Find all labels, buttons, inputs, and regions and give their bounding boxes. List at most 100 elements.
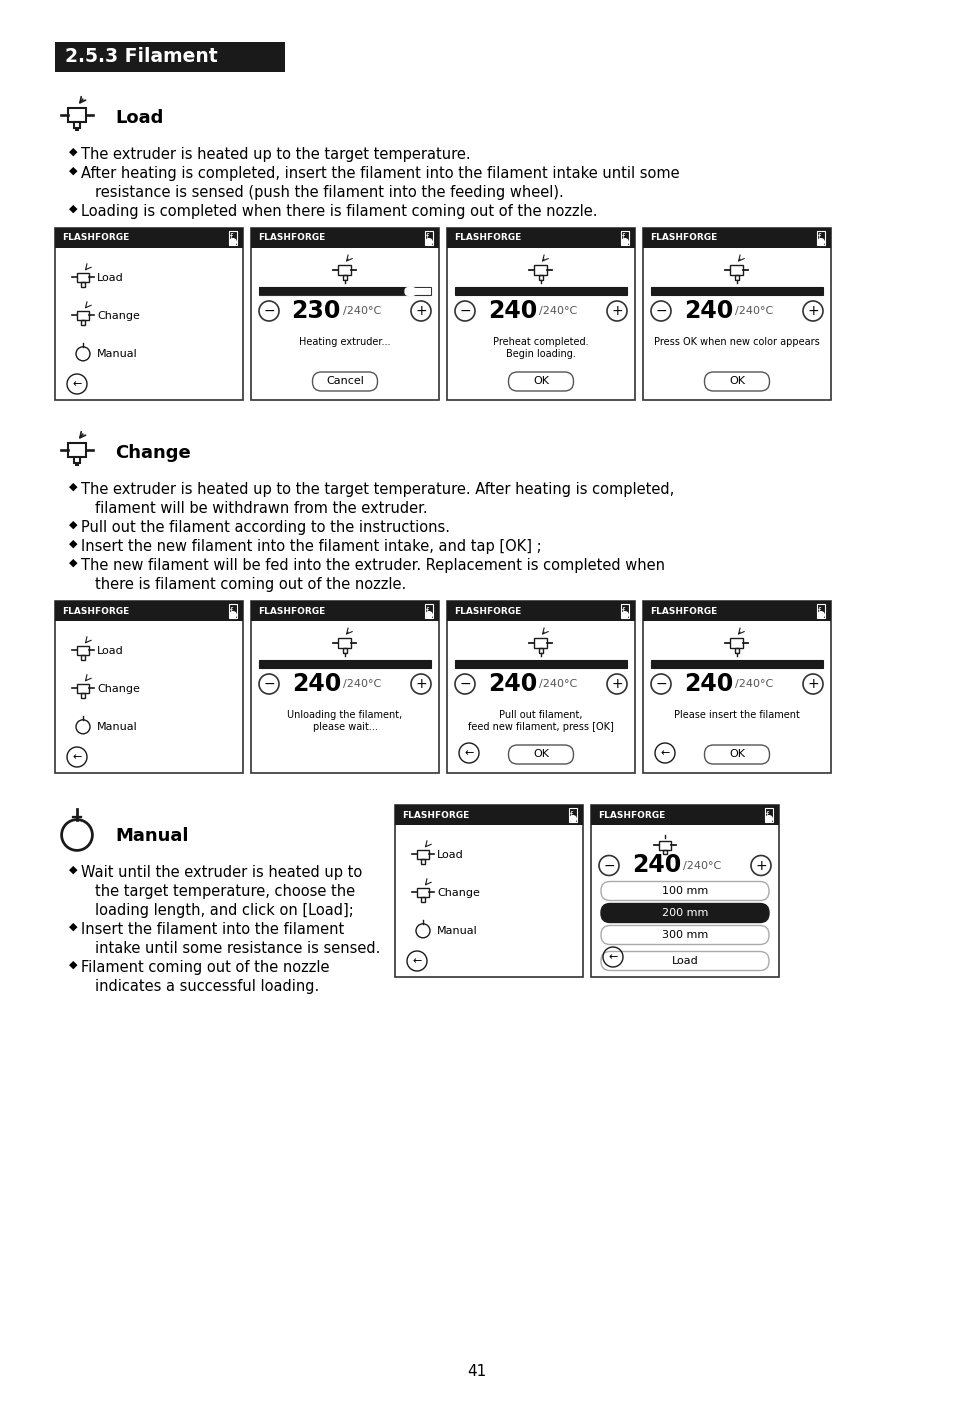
Text: f: f — [230, 607, 233, 616]
Bar — [55, 42, 285, 72]
Circle shape — [258, 674, 278, 695]
Bar — [659, 840, 670, 850]
Text: f: f — [764, 810, 768, 819]
Text: /240°C: /240°C — [538, 679, 577, 689]
Circle shape — [424, 239, 433, 246]
Text: 2.5.3 Filament: 2.5.3 Filament — [65, 48, 217, 66]
Text: FLASHFORGE: FLASHFORGE — [257, 233, 325, 243]
FancyBboxPatch shape — [508, 746, 573, 764]
Text: /240°C: /240°C — [734, 679, 773, 689]
Text: /240°C: /240°C — [682, 860, 720, 871]
Circle shape — [229, 239, 236, 246]
Text: intake until some resistance is sensed.: intake until some resistance is sensed. — [95, 940, 380, 956]
Text: The new filament will be fed into the extruder. Replacement is completed when: The new filament will be fed into the ex… — [81, 558, 664, 573]
Bar — [77, 311, 89, 319]
Text: The extruder is heated up to the target temperature. After heating is completed,: The extruder is heated up to the target … — [81, 481, 674, 497]
Circle shape — [764, 815, 772, 823]
Bar — [229, 604, 236, 618]
Text: +: + — [611, 676, 622, 690]
Text: ◆: ◆ — [69, 203, 77, 215]
Bar — [662, 850, 666, 853]
Text: f: f — [230, 233, 233, 243]
Text: ←: ← — [72, 753, 82, 762]
Bar — [816, 232, 824, 246]
Text: f: f — [425, 233, 428, 243]
Text: ←: ← — [412, 956, 421, 966]
Text: +: + — [611, 304, 622, 318]
Bar — [642, 227, 830, 249]
Bar — [75, 128, 79, 131]
Bar — [642, 602, 830, 772]
Bar — [75, 463, 79, 466]
Text: ◆: ◆ — [69, 520, 77, 530]
Circle shape — [816, 611, 824, 618]
Bar — [730, 265, 742, 275]
Text: The extruder is heated up to the target temperature.: The extruder is heated up to the target … — [81, 147, 470, 162]
Circle shape — [424, 611, 433, 618]
Bar — [55, 602, 243, 621]
Text: After heating is completed, insert the filament into the filament intake until s: After heating is completed, insert the f… — [81, 167, 679, 181]
Text: ◆: ◆ — [69, 167, 77, 176]
Text: +: + — [415, 676, 426, 690]
Bar — [620, 604, 628, 618]
Text: resistance is sensed (push the filament into the feeding wheel).: resistance is sensed (push the filament … — [95, 185, 563, 201]
Text: 240: 240 — [683, 299, 732, 323]
Text: Unloading the filament,
please wait...: Unloading the filament, please wait... — [287, 710, 402, 731]
Bar — [420, 858, 424, 864]
Bar — [447, 227, 635, 249]
Text: Preheat completed.
Begin loading.: Preheat completed. Begin loading. — [493, 337, 588, 359]
Text: Please insert the filament: Please insert the filament — [674, 710, 800, 720]
Bar — [55, 227, 243, 249]
Text: FLASHFORGE: FLASHFORGE — [649, 233, 717, 243]
Text: /240°C: /240°C — [734, 306, 773, 316]
Bar — [734, 275, 739, 280]
Bar — [229, 232, 236, 246]
Bar — [251, 602, 438, 772]
Circle shape — [258, 301, 278, 321]
Text: Load: Load — [97, 273, 124, 282]
Text: f: f — [817, 607, 820, 616]
Text: /240°C: /240°C — [343, 306, 381, 316]
Bar — [338, 265, 351, 275]
Text: −: − — [458, 304, 471, 318]
FancyBboxPatch shape — [508, 371, 573, 391]
Text: 240: 240 — [292, 672, 340, 696]
Text: 240: 240 — [631, 853, 680, 877]
Text: −: − — [602, 858, 614, 873]
FancyBboxPatch shape — [600, 904, 768, 922]
Text: f: f — [817, 233, 820, 243]
Text: −: − — [655, 676, 666, 690]
Text: ◆: ◆ — [69, 481, 77, 491]
Text: ←: ← — [464, 748, 474, 758]
Text: −: − — [458, 676, 471, 690]
Circle shape — [750, 856, 770, 875]
Text: ←: ← — [659, 748, 669, 758]
Bar — [534, 265, 547, 275]
FancyBboxPatch shape — [600, 952, 768, 970]
Bar — [650, 659, 822, 668]
Bar — [416, 888, 429, 897]
Text: Change: Change — [436, 888, 479, 898]
Bar — [81, 693, 85, 698]
Circle shape — [411, 674, 431, 695]
Bar — [534, 638, 547, 648]
Bar — [447, 227, 635, 400]
Text: f: f — [569, 810, 572, 819]
Bar — [343, 648, 347, 652]
Bar — [338, 638, 351, 648]
Bar — [734, 648, 739, 652]
Text: Press OK when new color appears: Press OK when new color appears — [654, 337, 819, 347]
Text: /240°C: /240°C — [343, 679, 381, 689]
Text: 240: 240 — [683, 672, 732, 696]
Bar — [251, 602, 438, 621]
Text: Loading is completed when there is filament coming out of the nozzle.: Loading is completed when there is filam… — [81, 203, 597, 219]
Circle shape — [802, 674, 822, 695]
Text: ◆: ◆ — [69, 558, 77, 568]
Bar — [650, 287, 822, 295]
Circle shape — [606, 674, 626, 695]
Text: FLASHFORGE: FLASHFORGE — [598, 810, 664, 819]
Text: Pull out filament,
feed new filament, press [OK]: Pull out filament, feed new filament, pr… — [468, 710, 614, 731]
Circle shape — [568, 815, 577, 823]
Bar — [620, 232, 628, 246]
Text: 240: 240 — [487, 672, 537, 696]
